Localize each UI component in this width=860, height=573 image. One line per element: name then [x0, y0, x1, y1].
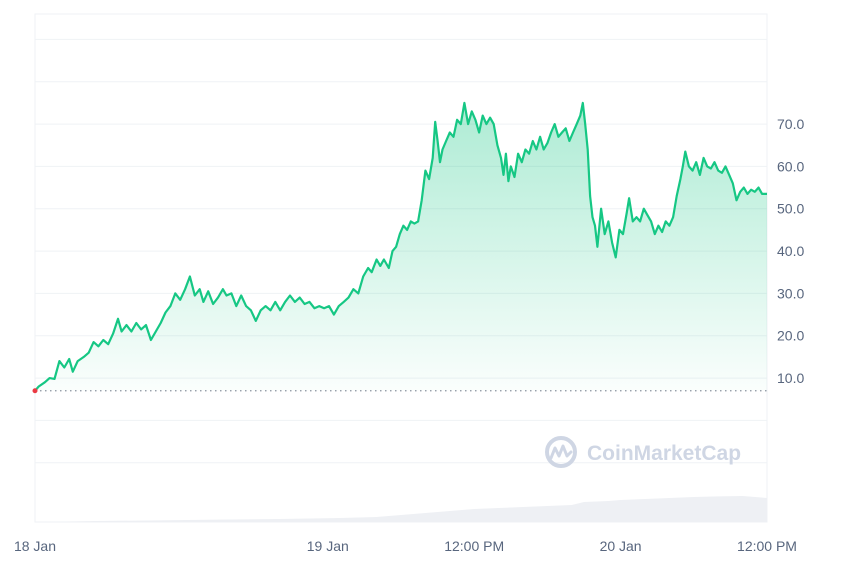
volume-series: [35, 496, 767, 522]
y-tick-label: 50.0: [777, 201, 804, 217]
x-tick-label: 12:00 PM: [737, 538, 797, 554]
y-tick-label: 60.0: [777, 158, 804, 174]
y-tick-label: 10.0: [777, 370, 804, 386]
volume-area: [35, 496, 767, 522]
start-point-marker: [32, 388, 38, 394]
price-area: [35, 102, 767, 391]
price-line-series: [32, 101, 767, 394]
watermark-text: CoinMarketCap: [587, 442, 741, 465]
price-line: [34, 101, 767, 392]
coinmarketcap-logo-icon: [545, 436, 577, 468]
price-area-fill: [35, 102, 767, 391]
x-tick-label: 19 Jan: [307, 538, 349, 554]
x-tick-label: 18 Jan: [14, 538, 56, 554]
x-axis: 18 Jan 19 Jan 12:00 PM 20 Jan 12:00 PM: [14, 538, 797, 554]
y-tick-label: 20.0: [777, 328, 804, 344]
watermark: CoinMarketCap: [545, 436, 741, 468]
y-tick-label: 70.0: [777, 116, 804, 132]
y-tick-label: 40.0: [777, 243, 804, 259]
y-axis: 10.0 20.0 30.0 40.0 50.0 60.0 70.0: [777, 116, 804, 386]
y-tick-label: 30.0: [777, 285, 804, 301]
x-tick-label: 12:00 PM: [444, 538, 504, 554]
x-tick-label: 20 Jan: [600, 538, 642, 554]
